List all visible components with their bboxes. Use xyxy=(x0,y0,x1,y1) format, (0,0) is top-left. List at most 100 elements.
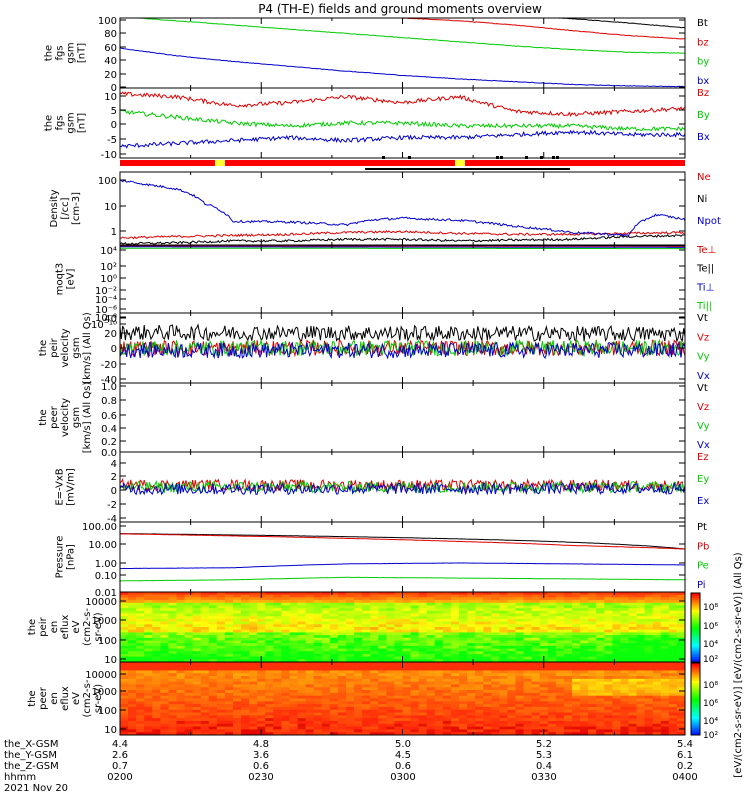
spectrogram-cell xyxy=(483,597,492,601)
spectrogram-cell xyxy=(660,597,670,601)
spectrogram-cell xyxy=(636,684,646,688)
spectrogram-cell xyxy=(523,698,533,702)
spectrogram-cell xyxy=(410,670,420,674)
spectrogram-cell xyxy=(144,597,153,601)
spectrogram-cell xyxy=(547,712,557,716)
spectrogram-cell xyxy=(475,690,484,694)
spectrogram-cell xyxy=(668,670,678,674)
spectrogram-cell xyxy=(563,681,573,686)
legend-Te||: Te|| xyxy=(696,264,714,275)
spectrogram-cell xyxy=(652,664,662,669)
spectrogram-cell xyxy=(216,637,226,642)
spectrogram-cell xyxy=(491,676,500,680)
spectrogram-cell xyxy=(596,640,605,644)
colorbar-cell xyxy=(691,715,700,718)
spectrogram-cell xyxy=(370,648,379,652)
spectrogram-cell xyxy=(313,690,323,694)
spectrogram-cell xyxy=(628,709,638,714)
colorbar-cell xyxy=(691,681,700,684)
spectrogram-cell xyxy=(120,635,129,639)
spectrogram-cell xyxy=(555,684,565,688)
spectrogram-cell xyxy=(572,709,581,714)
spectrogram-cell xyxy=(523,610,533,615)
spectrogram-cell xyxy=(386,629,396,633)
spectrogram-cell xyxy=(273,690,283,694)
spectrogram-cell xyxy=(128,648,137,652)
spectrogram-cell xyxy=(491,673,500,677)
spectrogram-cell xyxy=(224,701,234,705)
spectrogram-cell xyxy=(200,687,210,691)
spectrogram-cell xyxy=(547,732,557,735)
spectrogram-cell xyxy=(410,592,420,596)
spectrogram-cell xyxy=(128,635,137,639)
spectrogram-cell xyxy=(515,659,525,662)
spectrogram-cell xyxy=(354,645,363,650)
spectrogram-cell xyxy=(281,698,291,702)
spectrogram-cell xyxy=(257,640,266,644)
spectrogram-cell xyxy=(628,651,638,655)
spectrogram-cell xyxy=(257,605,266,609)
spectrogram-cell xyxy=(241,690,250,694)
spectrogram-cell xyxy=(224,715,234,719)
spectrogram-cell xyxy=(370,720,379,725)
spectrogram-cell xyxy=(289,692,299,697)
spectrogram-cell xyxy=(160,613,170,617)
spectrogram-cell xyxy=(426,653,436,658)
spectrogram-cell xyxy=(596,667,605,672)
colorbar-cell xyxy=(691,699,700,702)
spectrogram-cell xyxy=(208,704,218,708)
spectrogram-cell xyxy=(652,594,662,598)
spectrogram-cell xyxy=(208,662,218,666)
spectrogram-cell xyxy=(547,720,557,725)
spectrogram-cell xyxy=(346,712,355,716)
spectrogram-cell xyxy=(305,718,315,722)
spectrogram-cell xyxy=(507,729,517,733)
spectrogram-cell xyxy=(208,616,218,620)
spectrogram-cell xyxy=(604,698,613,702)
spectrogram-cell xyxy=(192,670,202,674)
spectrogram-cell xyxy=(523,690,533,694)
spectrogram-cell xyxy=(378,624,387,628)
spectrogram-cell xyxy=(491,670,500,674)
spectrogram-cell xyxy=(410,659,420,662)
spectrogram-cell xyxy=(321,621,331,625)
spectrogram-cell xyxy=(120,653,129,658)
spectrogram-cell xyxy=(337,678,347,683)
spectrogram-cell xyxy=(120,618,129,623)
spectrogram-cell xyxy=(660,690,670,694)
spectrogram-cell xyxy=(668,662,678,666)
spectrogram-cell xyxy=(257,637,266,642)
spectrogram-cell xyxy=(531,597,541,601)
spectrogram-cell xyxy=(604,659,613,662)
spectrogram-cell xyxy=(459,678,468,683)
spectrogram-cell xyxy=(378,613,387,617)
spectrogram-cell xyxy=(273,616,283,620)
spectrogram-cell xyxy=(160,681,170,686)
spectrogram-cell xyxy=(289,643,299,647)
spectrogram-cell xyxy=(547,664,557,669)
spectrogram-cell xyxy=(402,600,412,604)
spectrogram-cell xyxy=(596,664,605,669)
spectrogram-cell xyxy=(612,610,622,615)
spectrogram-cell xyxy=(588,656,597,660)
spectrogram-cell xyxy=(362,627,371,631)
spectrogram-cell xyxy=(483,732,492,735)
spectrogram-cell xyxy=(563,640,573,644)
spectrogram-cell xyxy=(394,706,404,711)
spectrogram-cell xyxy=(555,640,565,644)
y-axis-label: the xyxy=(44,45,55,61)
spectrogram-cell xyxy=(362,608,371,612)
spectrogram-peir_spectrogram xyxy=(120,592,685,662)
spectrogram-cell xyxy=(128,594,137,598)
spectrogram-cell xyxy=(354,635,363,639)
spectrogram-cell xyxy=(644,594,654,598)
colorbar-cell xyxy=(691,663,700,666)
spectrogram-cell xyxy=(499,670,509,674)
spectrogram-cell xyxy=(313,624,323,628)
spectrogram-cell xyxy=(563,627,573,631)
spectrogram-cell xyxy=(442,673,452,677)
spectrogram-cell xyxy=(297,629,307,633)
spectrogram-cell xyxy=(531,632,541,636)
spectrogram-cell xyxy=(644,723,654,728)
